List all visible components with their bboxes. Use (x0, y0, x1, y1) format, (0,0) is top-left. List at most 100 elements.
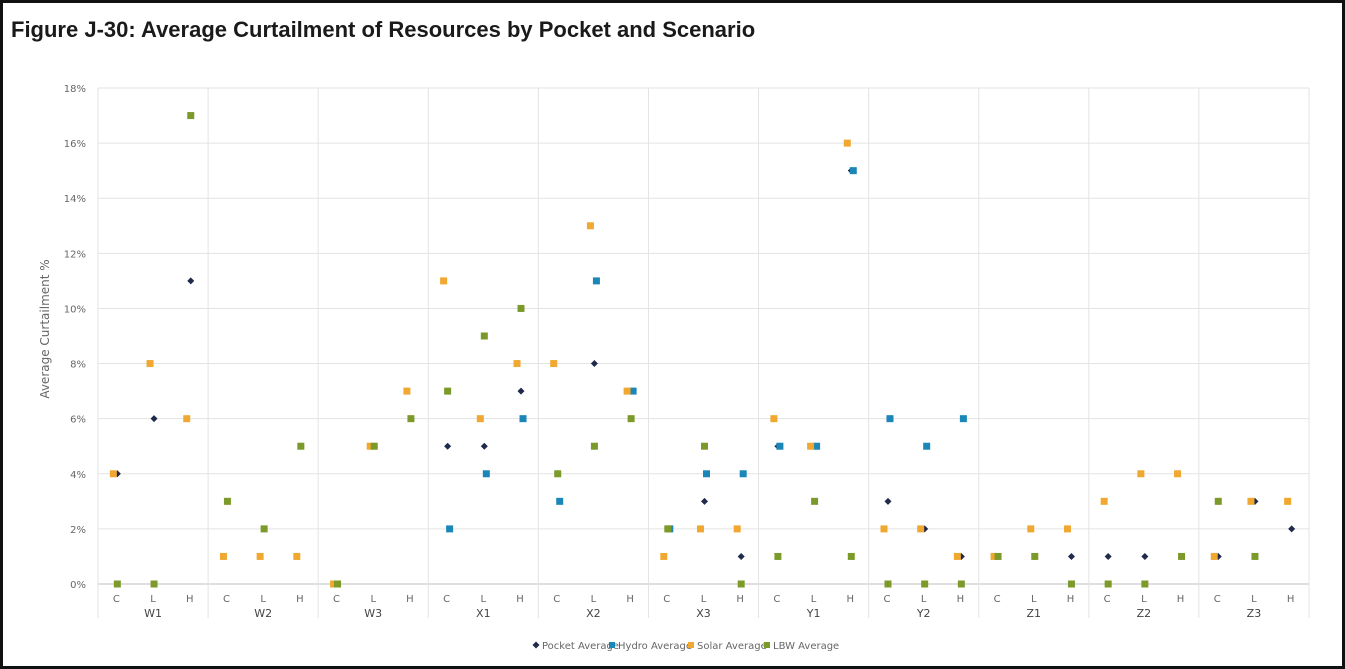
legend-swatch (609, 642, 615, 648)
data-points (109, 112, 1296, 588)
point-solar-average (1063, 525, 1071, 533)
point-lbw-average (1251, 552, 1259, 560)
legend-swatch (764, 642, 770, 648)
x-tick-label: C (1104, 594, 1111, 605)
point-pocket-average (187, 277, 195, 285)
point-solar-average (183, 415, 191, 423)
point-lbw-average (370, 442, 378, 450)
point-lbw-average (1141, 580, 1149, 588)
x-tick-label: L (1031, 594, 1037, 605)
point-hydro-average (776, 442, 784, 450)
point-solar-average (403, 387, 411, 395)
point-hydro-average (556, 497, 564, 505)
grid-lines (97, 87, 1310, 618)
point-lbw-average (774, 552, 782, 560)
x-tick-label: C (994, 594, 1001, 605)
y-tick-label: 0% (70, 580, 86, 591)
point-hydro-average (739, 470, 747, 478)
x-group-label: Y2 (916, 607, 931, 620)
point-lbw-average (1031, 552, 1039, 560)
y-axis-label: Average Curtailment % (38, 259, 52, 398)
x-tick-label: C (663, 594, 670, 605)
point-lbw-average (811, 497, 819, 505)
x-group-label: W2 (254, 607, 272, 620)
x-tick-label: C (333, 594, 340, 605)
point-hydro-average (886, 415, 894, 423)
x-tick-label: L (1141, 594, 1147, 605)
y-tick-label: 10% (64, 304, 86, 315)
point-pocket-average (1104, 552, 1112, 560)
x-tick-label: C (1214, 594, 1221, 605)
y-tick-label: 2% (70, 525, 86, 536)
x-tick-label: C (223, 594, 230, 605)
point-solar-average (1284, 497, 1292, 505)
chart-title: Figure J-30: Average Curtailment of Reso… (11, 17, 756, 42)
legend-label: Hydro Average (618, 641, 692, 652)
point-lbw-average (187, 112, 195, 120)
x-tick-label: C (113, 594, 120, 605)
point-solar-average (1100, 497, 1108, 505)
point-solar-average (623, 387, 631, 395)
x-tick-label: H (847, 594, 855, 605)
point-solar-average (219, 552, 227, 560)
point-lbw-average (444, 387, 452, 395)
x-group-label: X2 (586, 607, 601, 620)
x-group-label: X3 (696, 607, 711, 620)
point-solar-average (1137, 470, 1145, 478)
point-solar-average (953, 552, 961, 560)
x-group-label: X1 (476, 607, 491, 620)
point-lbw-average (297, 442, 305, 450)
x-tick-label: C (553, 594, 560, 605)
point-pocket-average (480, 442, 488, 450)
y-tick-label: 12% (64, 249, 86, 260)
x-tick-label: L (260, 594, 266, 605)
x-tick-label: L (591, 594, 597, 605)
point-lbw-average (701, 442, 708, 450)
y-tick-label: 16% (64, 139, 86, 150)
x-group-label: Y1 (806, 607, 821, 620)
point-pocket-average (1141, 552, 1149, 560)
x-tick-label: H (1287, 594, 1295, 605)
point-hydro-average (959, 415, 967, 423)
point-lbw-average (1067, 580, 1075, 588)
point-hydro-average (849, 167, 857, 175)
y-tick-label: 14% (64, 194, 86, 205)
x-tick-label: H (516, 594, 524, 605)
point-lbw-average (223, 497, 231, 505)
x-tick-label: L (701, 594, 707, 605)
point-pocket-average (590, 360, 598, 368)
point-solar-average (770, 415, 778, 423)
legend-swatch (688, 642, 694, 648)
x-tick-label: H (186, 594, 194, 605)
point-solar-average (330, 580, 338, 588)
x-tick-label: L (481, 594, 487, 605)
point-lbw-average (554, 470, 562, 478)
point-pocket-average (444, 442, 452, 450)
x-tick-label: C (883, 594, 890, 605)
point-solar-average (990, 552, 998, 560)
y-tick-label: 8% (70, 360, 86, 371)
point-solar-average (880, 525, 888, 533)
point-solar-average (1174, 470, 1182, 478)
y-axis-ticks: 0% 2% 4% 6% 8% 10% 12% 14% 16% 18% (64, 84, 86, 591)
legend-swatch (532, 641, 540, 649)
y-tick-label: 6% (70, 415, 86, 426)
point-solar-average (1027, 525, 1035, 533)
point-pocket-average (737, 552, 745, 560)
scatter-chart: 0% 2% 4% 6% 8% 10% 12% 14% 16% 18% C L H C L H C L H C L H C L… (38, 84, 1310, 652)
point-solar-average (440, 277, 448, 285)
x-group-label: Z1 (1026, 607, 1041, 620)
point-hydro-average (923, 442, 931, 450)
point-hydro-average (703, 470, 710, 478)
point-lbw-average (994, 552, 1002, 560)
point-lbw-average (517, 304, 525, 312)
point-solar-average (586, 222, 594, 230)
x-tick-label: L (1251, 594, 1257, 605)
point-solar-average (146, 360, 154, 368)
point-lbw-average (480, 332, 488, 340)
point-lbw-average (921, 580, 929, 588)
point-lbw-average (260, 525, 268, 533)
x-tick-label: H (296, 594, 304, 605)
point-solar-average (1210, 552, 1218, 560)
